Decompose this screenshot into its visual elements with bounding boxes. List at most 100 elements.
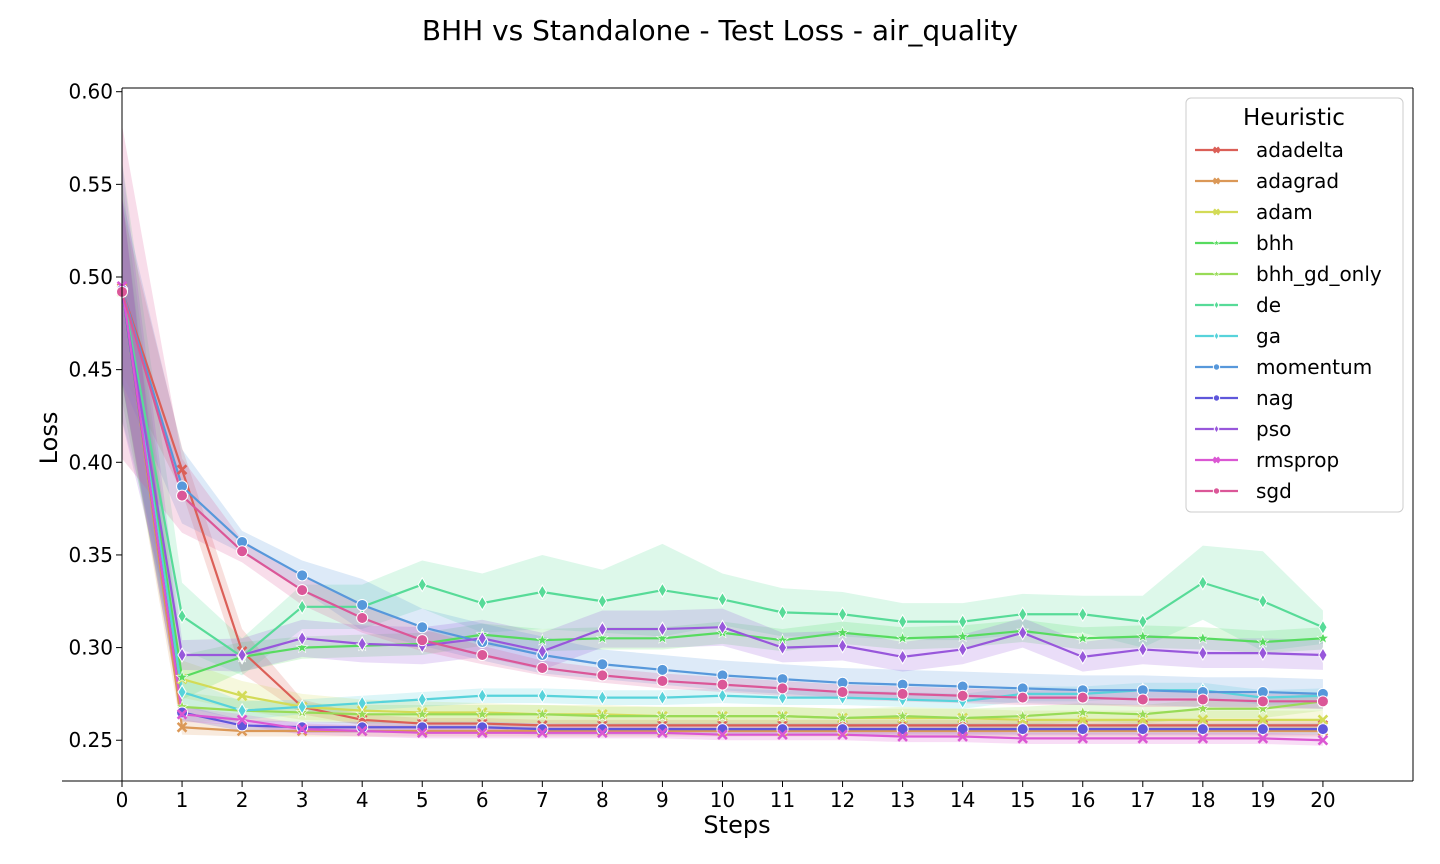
point-de-15 — [1017, 606, 1028, 623]
legend-item-nag: nag — [1195, 386, 1294, 410]
legend-marker-ga — [1213, 331, 1220, 341]
point-bhh_gd_only-12 — [835, 711, 850, 724]
y-axis-label: Loss — [35, 412, 63, 465]
point-pso-19 — [1258, 645, 1268, 661]
point-de-5 — [417, 576, 427, 593]
point-bhh-18 — [1196, 631, 1210, 644]
point-sgd-19 — [1256, 695, 1269, 708]
point-adam-2 — [236, 690, 248, 702]
point-rmsprop-19 — [1257, 733, 1269, 744]
point-de-12 — [837, 606, 848, 623]
legend-label-pso: pso — [1256, 417, 1291, 441]
legend-marker-nag — [1212, 394, 1221, 402]
point-nag-13 — [896, 723, 909, 736]
legend-item-bhh_gd_only: bhh_gd_only — [1195, 262, 1382, 286]
legend-item-ga: ga — [1195, 324, 1281, 348]
point-pso-11 — [777, 639, 788, 656]
point-sgd-8 — [596, 669, 609, 682]
point-sgd-20 — [1316, 695, 1329, 708]
x-tick-label-10: 10 — [710, 788, 735, 812]
point-bhh_gd_only-15 — [1016, 709, 1030, 722]
point-pso-17 — [1138, 641, 1148, 658]
point-sgd-17 — [1136, 693, 1149, 706]
point-nag-20 — [1316, 723, 1329, 736]
point-bhh-3 — [295, 640, 309, 654]
point-nag-1 — [176, 706, 189, 719]
y-axis-ticks: 0.25 0.30 0.35 0.40 0.45 0.50 0.55 0.60 — [68, 80, 122, 752]
point-ga-8 — [597, 689, 608, 706]
point-bhh_gd_only-14 — [956, 711, 970, 724]
y-tick-label-0.25: 0.25 — [68, 728, 113, 752]
point-pso-2 — [237, 647, 247, 663]
point-de-7 — [537, 584, 548, 600]
point-de-10 — [717, 591, 728, 608]
point-pso-6 — [477, 630, 487, 647]
point-pso-15 — [1017, 624, 1028, 641]
point-sgd-15 — [1016, 691, 1029, 704]
x-tick-label-7: 7 — [536, 788, 549, 812]
point-bhh_gd_only-11 — [775, 709, 790, 722]
point-sgd-5 — [416, 634, 429, 647]
x-axis-label: Steps — [703, 811, 770, 839]
legend-marker-momentum — [1212, 363, 1221, 371]
point-bhh_gd_only-16 — [1076, 705, 1090, 719]
point-bhh_gd_only-5 — [415, 707, 429, 720]
legend-label-de: de — [1256, 293, 1281, 317]
point-adadelta-1 — [176, 464, 188, 476]
x-axis-ticks: 0 1 2 3 4 5 6 7 8 9 10 11 12 13 14 15 16 17 18 19 20 — [116, 781, 1336, 812]
series-markers — [115, 280, 1330, 746]
point-sgd-12 — [836, 686, 849, 699]
legend-marker-adadelta — [1213, 146, 1220, 154]
point-adam-19 — [1257, 714, 1269, 726]
point-rmsprop-4 — [356, 725, 368, 737]
point-ga-7 — [537, 687, 548, 704]
y-tick-label-0.45: 0.45 — [68, 358, 113, 382]
point-pso-4 — [357, 636, 367, 652]
legend-label-momentum: momentum — [1256, 355, 1372, 379]
point-momentum-5 — [416, 621, 429, 634]
point-pso-16 — [1078, 649, 1088, 665]
y-tick-label-0.30: 0.30 — [68, 636, 113, 660]
point-bhh_gd_only-18 — [1196, 701, 1210, 715]
legend-marker-de — [1213, 300, 1220, 310]
x-tick-label-17: 17 — [1130, 788, 1155, 812]
legend-label-bhh_gd_only: bhh_gd_only — [1256, 262, 1382, 286]
point-de-11 — [777, 604, 788, 621]
point-bhh-19 — [1256, 635, 1270, 648]
point-adam-20 — [1317, 714, 1329, 726]
point-bhh-13 — [896, 631, 910, 644]
point-sgd-14 — [956, 689, 969, 702]
point-pso-12 — [837, 637, 848, 654]
point-rmsprop-8 — [597, 727, 608, 739]
point-rmsprop-7 — [537, 727, 548, 739]
point-adam-18 — [1197, 714, 1209, 726]
x-tick-label-3: 3 — [296, 788, 309, 812]
point-de-6 — [477, 595, 487, 611]
legend-label-adadelta: adadelta — [1256, 138, 1344, 162]
point-rmsprop-17 — [1137, 733, 1149, 744]
point-nag-17 — [1136, 723, 1149, 736]
point-bhh-14 — [956, 629, 970, 643]
point-bhh_gd_only-6 — [475, 707, 489, 720]
point-ga-5 — [417, 691, 427, 708]
point-pso-20 — [1318, 647, 1328, 663]
point-de-19 — [1258, 593, 1268, 610]
x-tick-label-12: 12 — [830, 788, 855, 812]
point-bhh-1 — [175, 670, 189, 683]
point-de-8 — [597, 593, 608, 610]
point-rmsprop-12 — [837, 729, 848, 740]
point-de-17 — [1138, 613, 1148, 630]
point-ga-1 — [177, 684, 187, 700]
point-sgd-7 — [536, 661, 549, 674]
point-pso-18 — [1198, 645, 1208, 661]
x-tick-label-2: 2 — [236, 788, 249, 812]
x-tick-label-1: 1 — [176, 788, 189, 812]
legend-label-adam: adam — [1256, 200, 1313, 224]
legend-item-de: de — [1195, 293, 1281, 317]
y-tick-label-0.50: 0.50 — [68, 265, 113, 289]
x-tick-label-0: 0 — [116, 788, 129, 812]
point-pso-7 — [537, 643, 548, 660]
point-rmsprop-10 — [717, 729, 728, 740]
x-tick-label-11: 11 — [770, 788, 795, 812]
